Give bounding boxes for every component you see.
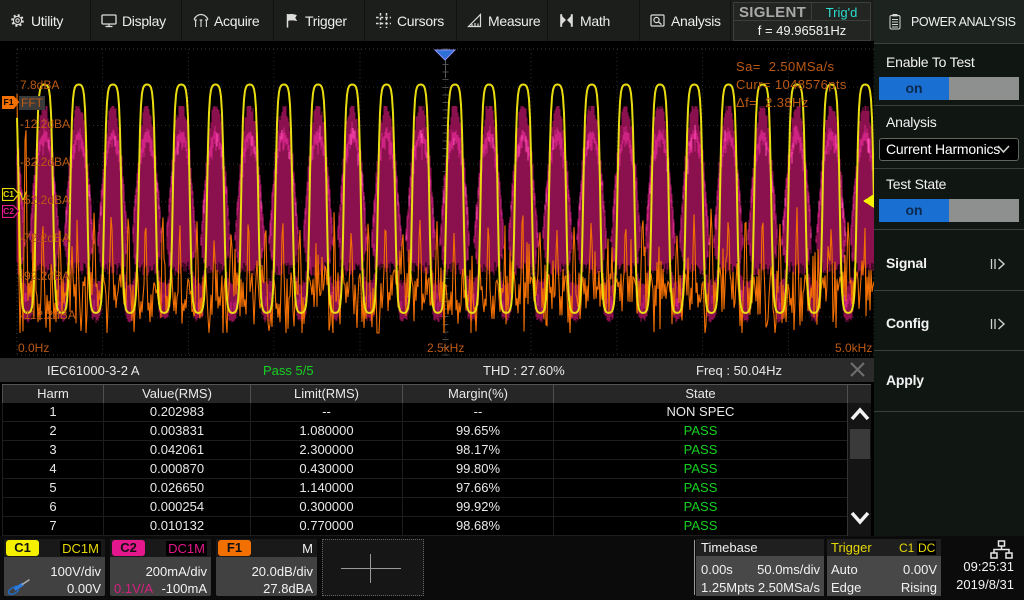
svg-text:C2: C2	[3, 206, 14, 216]
svg-text:F1: F1	[4, 97, 14, 107]
svg-text:C1: C1	[3, 189, 14, 199]
